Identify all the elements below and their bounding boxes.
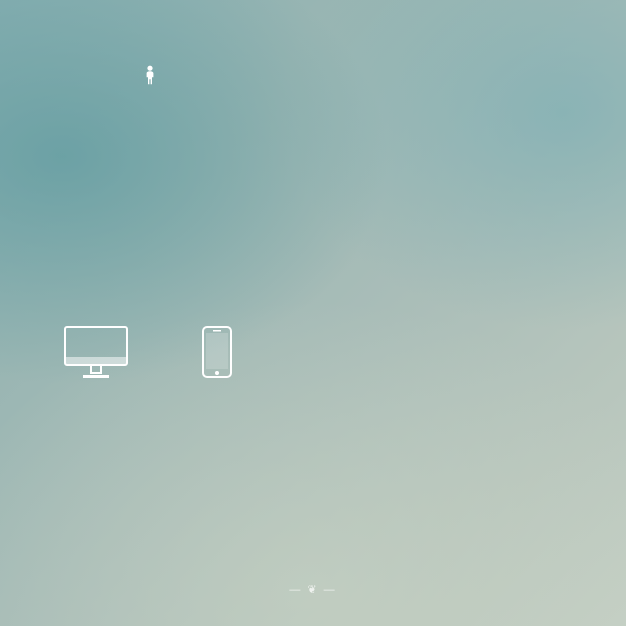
mobile-icon (201, 325, 233, 379)
desktop-icon (63, 325, 129, 379)
desktop-block (52, 325, 140, 390)
line-chart (0, 0, 300, 155)
mobile-block (182, 325, 252, 390)
flourish-icon: ― ❦ ― (289, 583, 336, 596)
